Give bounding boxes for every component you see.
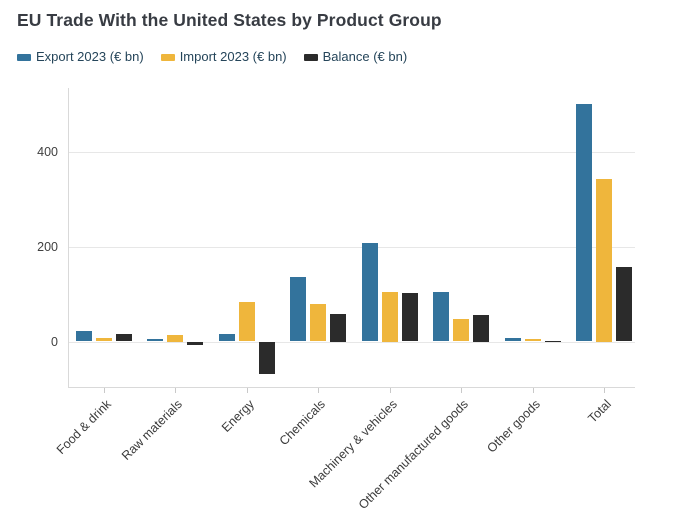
y-tick-label: 200 bbox=[37, 239, 58, 254]
legend-item: Export 2023 (€ bn) bbox=[17, 49, 144, 64]
legend-item: Balance (€ bn) bbox=[303, 49, 408, 64]
legend-label: Balance (€ bn) bbox=[322, 49, 408, 64]
bar-series2-group8 bbox=[596, 178, 613, 342]
y-tick-label: 0 bbox=[51, 334, 58, 349]
x-axis-label: Chemicals bbox=[277, 397, 329, 449]
gridline-0 bbox=[69, 341, 635, 343]
legend-item: Import 2023 (€ bn) bbox=[160, 49, 287, 64]
bar-series2-group4 bbox=[310, 304, 327, 342]
gridline-200 bbox=[69, 246, 635, 248]
bar-series1-group8 bbox=[576, 103, 593, 342]
x-tick-mark bbox=[532, 388, 534, 393]
bar-series2-group2 bbox=[167, 335, 184, 342]
x-axis-label: Total bbox=[585, 397, 615, 426]
bar-series1-group2 bbox=[147, 338, 164, 342]
legend-label: Import 2023 (€ bn) bbox=[179, 49, 287, 64]
legend-swatch-icon bbox=[303, 53, 318, 61]
x-tick-mark bbox=[389, 388, 391, 393]
bar-series2-group6 bbox=[453, 318, 470, 342]
bar-series1-group4 bbox=[290, 276, 307, 342]
legend-label: Export 2023 (€ bn) bbox=[36, 49, 144, 64]
x-tick-mark bbox=[246, 388, 248, 393]
bar-series2-group7 bbox=[524, 338, 541, 342]
chart-title: EU Trade With the United States by Produ… bbox=[17, 10, 442, 30]
bar-series3-group3 bbox=[258, 341, 275, 375]
bar-series1-group5 bbox=[361, 243, 378, 342]
x-axis-label: Machinery & vehicles bbox=[306, 397, 400, 491]
gridline-400 bbox=[69, 152, 635, 153]
x-axis-line bbox=[68, 387, 635, 388]
bar-series2-group3 bbox=[238, 301, 255, 342]
y-axis-line bbox=[68, 88, 69, 387]
x-tick-mark bbox=[604, 388, 606, 393]
plot-area: 0 200 400 Food & drink Raw materials Energy Ch… bbox=[37, 88, 640, 512]
bar-series3-group7 bbox=[544, 340, 561, 342]
bar-series3-group6 bbox=[473, 315, 490, 342]
bar-series1-group7 bbox=[504, 337, 521, 342]
x-tick-mark bbox=[318, 388, 320, 393]
bar-series3-group2 bbox=[187, 341, 204, 345]
legend-swatch-icon bbox=[17, 53, 31, 61]
x-axis-label: Energy bbox=[218, 397, 257, 435]
legend-swatch-icon bbox=[160, 53, 175, 61]
bar-series3-group8 bbox=[616, 266, 633, 342]
x-tick-mark bbox=[175, 388, 177, 393]
bar-series3-group5 bbox=[401, 293, 418, 342]
x-axis-label: Other goods bbox=[484, 397, 543, 456]
bar-series1-group1 bbox=[75, 330, 92, 342]
bar-series1-group3 bbox=[218, 334, 235, 342]
x-tick-mark bbox=[461, 388, 463, 393]
y-tick-label: 400 bbox=[37, 145, 58, 159]
x-axis-label: Food & drink bbox=[53, 397, 114, 458]
bar-series3-group1 bbox=[115, 333, 132, 342]
bar-series1-group6 bbox=[433, 292, 450, 342]
legend: Export 2023 (€ bn) Import 2023 (€ bn) Bala… bbox=[17, 49, 407, 64]
x-axis-label: Other manufactured goods bbox=[356, 397, 472, 513]
bar-series3-group4 bbox=[330, 314, 347, 342]
bar-series2-group5 bbox=[381, 291, 398, 342]
bar-series2-group1 bbox=[95, 338, 112, 342]
x-axis-label: Raw materials bbox=[119, 397, 186, 463]
x-tick-mark bbox=[103, 388, 105, 393]
